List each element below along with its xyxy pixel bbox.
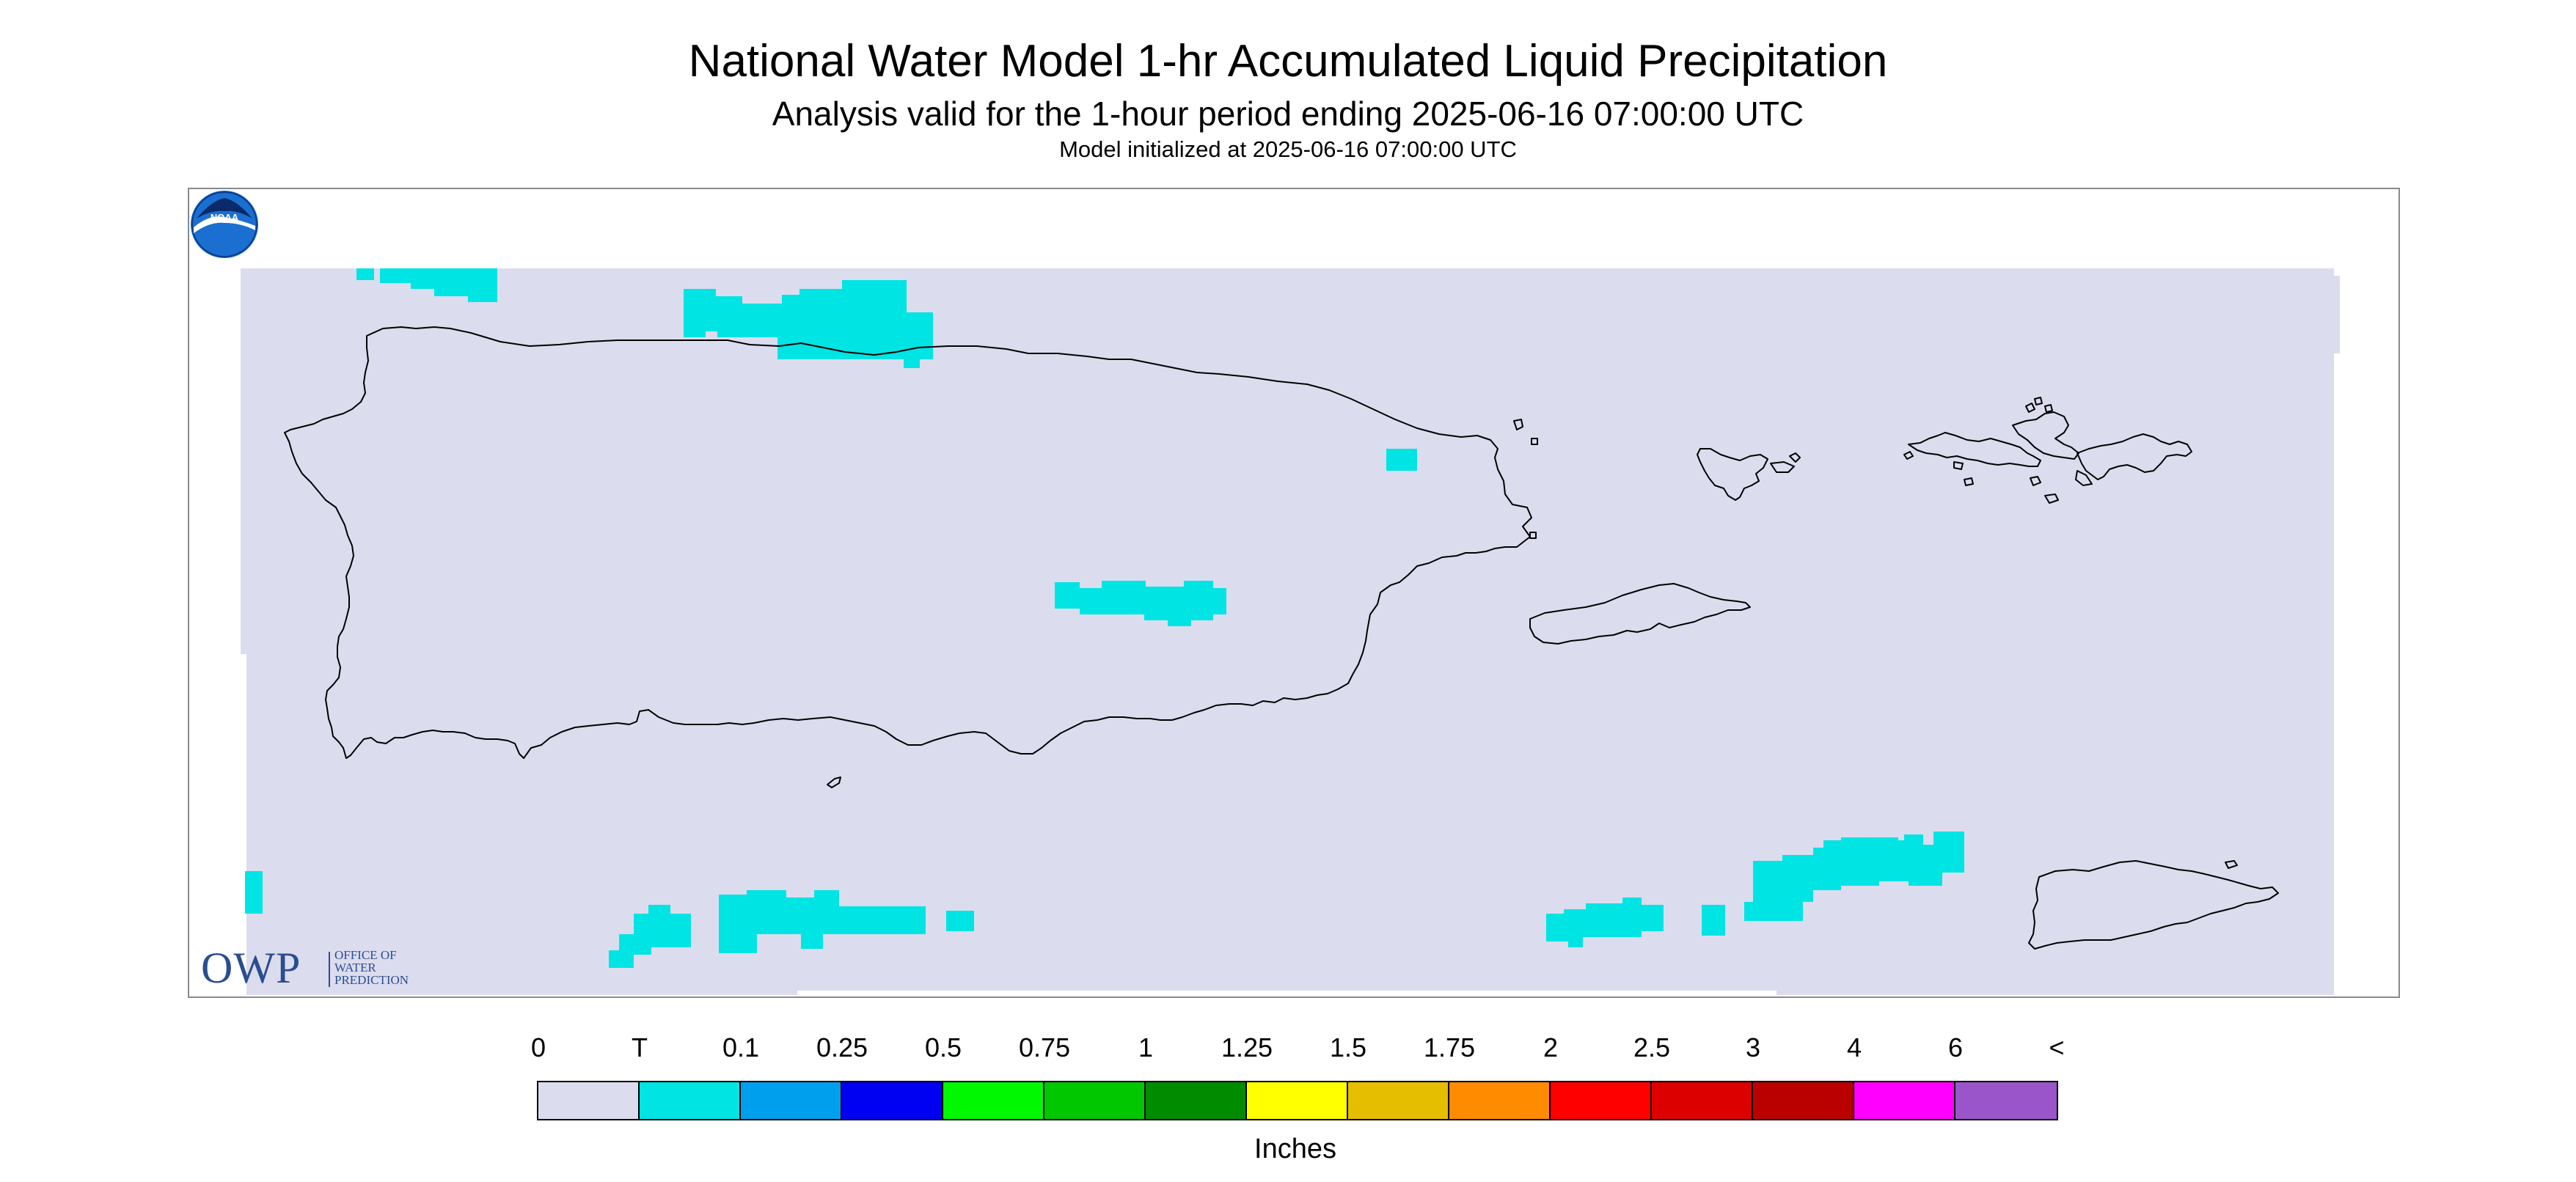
- legend-swatch: [1146, 1082, 1247, 1119]
- culebrita-coastline: [1513, 419, 1538, 539]
- precip-area: [1546, 897, 1664, 947]
- precipitation-map: OWP Office of Water Prediction NOAA: [188, 188, 2400, 998]
- legend-label: 2: [1543, 1032, 1559, 1062]
- legend-units: Inches: [1254, 1134, 1336, 1164]
- legend: 0 T 0.1 0.25 0.5 0.75 1 1.25 1.5 1.75 2 2.5 3 4 6 < Inc…: [531, 1032, 2065, 1164]
- legend-label: 2.5: [1633, 1032, 1671, 1062]
- legend-swatch: [1449, 1082, 1551, 1119]
- noaa-logo-text: NOAA: [211, 212, 239, 223]
- legend-label: 0.5: [924, 1032, 962, 1062]
- precip-area: [719, 890, 926, 953]
- precip-area: [356, 268, 497, 302]
- precipitation-areas: [245, 268, 1964, 968]
- model-init-time: Model initialized at 2025-06-16 07:00:00…: [1059, 136, 1517, 162]
- owp-logo-line1: Office of: [334, 948, 397, 962]
- legend-swatch: [842, 1082, 943, 1119]
- legend-swatch: [943, 1082, 1044, 1119]
- legend-label: 6: [1947, 1032, 1964, 1062]
- owp-logo-subtext: Office of Water Prediction: [334, 949, 409, 986]
- legend-label: T: [632, 1032, 648, 1062]
- st-john-coastline: [2012, 397, 2079, 460]
- legend-colorbar: [537, 1081, 2058, 1120]
- legend-label: 0: [530, 1032, 546, 1062]
- legend-label: 1.5: [1329, 1032, 1367, 1062]
- analysis-domain: [241, 268, 2340, 995]
- tortola-coastline: [1964, 433, 2192, 504]
- legend-label: 0.1: [722, 1032, 760, 1062]
- legend-swatch: [1247, 1082, 1348, 1119]
- legend-label: 1.75: [1423, 1032, 1476, 1062]
- precip-area: [245, 871, 263, 914]
- legend-swatch: [1044, 1082, 1146, 1119]
- precip-area: [609, 905, 691, 968]
- vieques-coastline: [1529, 583, 1751, 645]
- legend-label: 0.75: [1018, 1032, 1071, 1062]
- owp-logo-line2: Water: [334, 961, 376, 974]
- legend-swatch: [1551, 1082, 1652, 1119]
- legend-swatch: [1652, 1082, 1753, 1119]
- legend-label: 1.25: [1221, 1032, 1273, 1062]
- legend-swatch: [1753, 1082, 1854, 1119]
- legend-label: 1: [1138, 1032, 1154, 1062]
- legend-swatch: [640, 1082, 741, 1119]
- owp-logo: OWP Office of Water Prediction: [201, 946, 443, 990]
- legend-swatch: [741, 1082, 842, 1119]
- precip-area: [684, 280, 933, 368]
- owp-logo-line3: Prediction: [334, 973, 409, 987]
- legend-label: 3: [1745, 1032, 1761, 1062]
- legend-swatch: [1955, 1082, 2057, 1119]
- map-subtitle: Analysis valid for the 1-hour period end…: [772, 95, 1804, 133]
- caja-de-muertos-coastline: [827, 777, 841, 788]
- precip-area: [1702, 905, 1725, 936]
- legend-label: 4: [1846, 1032, 1862, 1062]
- owp-logo-divider: [329, 952, 330, 987]
- puerto-rico-coastline: [284, 326, 1532, 759]
- map-title: National Water Model 1-hr Accumulated Li…: [688, 36, 1888, 87]
- owp-logo-text: OWP: [201, 944, 301, 992]
- culebra-coastline: [1697, 448, 1801, 501]
- precip-area: [1055, 581, 1226, 626]
- legend-swatch: [1854, 1082, 1955, 1119]
- noaa-logo: NOAA: [191, 191, 258, 258]
- st-croix-coastline: [2028, 860, 2279, 950]
- st-thomas-coastline: [1903, 432, 2041, 470]
- legend-swatch: [538, 1082, 640, 1119]
- precip-area: [1744, 832, 1964, 921]
- legend-label: 0.25: [816, 1032, 868, 1062]
- legend-swatch: [1348, 1082, 1449, 1119]
- precip-area: [946, 911, 974, 931]
- legend-label: <: [2049, 1032, 2065, 1062]
- map-canvas: [241, 268, 2340, 995]
- coastlines: [284, 326, 2279, 950]
- precip-area: [1386, 449, 1417, 471]
